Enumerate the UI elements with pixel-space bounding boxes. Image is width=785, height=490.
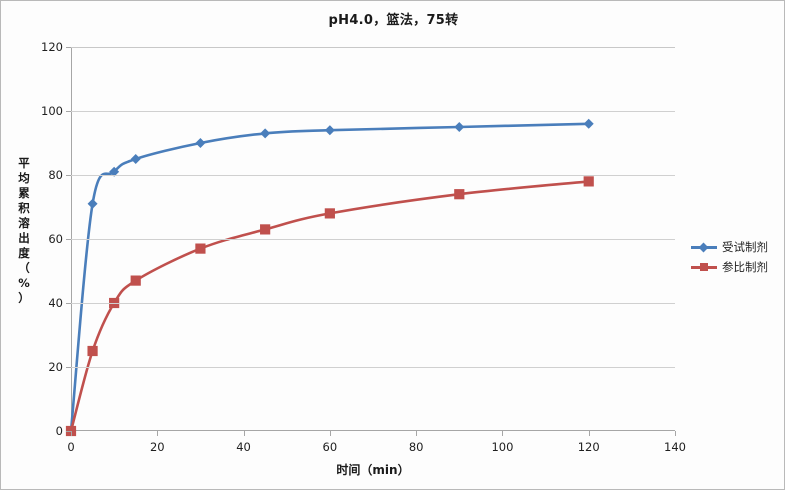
series-line-1 (69, 122, 591, 433)
data-point-marker (324, 125, 335, 136)
x-tick-mark (675, 431, 676, 436)
y-tick-mark (66, 175, 71, 176)
x-tick-mark (243, 431, 245, 436)
data-point-marker (260, 128, 271, 139)
y-axis-title-char: （ (18, 261, 30, 275)
x-tick-label: 120 (577, 440, 600, 454)
y-tick-mark (66, 239, 71, 240)
y-tick-label: 100 (41, 104, 63, 118)
data-point-marker (324, 208, 335, 219)
y-tick-mark (66, 367, 71, 368)
y-tick-label: 40 (48, 296, 63, 310)
gridline-horizontal (71, 303, 675, 304)
y-axis-title-char: ） (18, 291, 30, 305)
data-point-marker (87, 345, 98, 357)
x-tick-label: 80 (408, 440, 424, 454)
data-point-marker (583, 176, 594, 187)
y-tick-mark (66, 303, 71, 304)
data-point-marker (454, 121, 465, 133)
x-tick-mark (71, 431, 72, 436)
x-tick-label: 20 (149, 440, 165, 454)
y-tick-mark (66, 431, 71, 432)
x-tick-label: 40 (236, 440, 251, 454)
x-tick-mark (588, 431, 590, 436)
gridline-horizontal (71, 175, 675, 176)
y-tick-label: 60 (48, 232, 63, 246)
chart-title: pH4.0，篮法，75转 (328, 13, 459, 28)
y-tick-mark (66, 111, 71, 112)
y-axis-title-char: 溶 (18, 216, 30, 230)
data-point-marker (195, 137, 206, 149)
legend-item-2[interactable]: 参比制剂 (691, 257, 781, 277)
x-tick-label: 140 (664, 440, 686, 454)
data-point-marker (109, 297, 120, 309)
y-tick-label: 120 (41, 40, 63, 54)
legend-label: 受试制剂 (722, 240, 768, 254)
x-tick-label: 60 (322, 440, 338, 454)
y-axis-title-char: 积 (18, 201, 30, 215)
x-tick-label: 0 (67, 440, 75, 454)
x-tick-mark (416, 431, 418, 436)
gridline-horizontal (71, 239, 675, 240)
data-point-marker (130, 275, 141, 286)
data-point-marker (583, 118, 594, 129)
y-axis-title-char: 平 (18, 156, 30, 170)
y-axis-title-char: 度 (18, 246, 30, 260)
x-tick-mark (502, 431, 504, 436)
series-line-2 (69, 180, 591, 433)
legend-marker (698, 242, 709, 252)
gridline-horizontal (71, 367, 675, 368)
x-tick-mark (329, 431, 331, 436)
x-axis-title: 时间（min） (336, 463, 410, 477)
chart-legend: 受试制剂 参比制剂 (691, 237, 781, 277)
plot-area (65, 47, 675, 437)
data-point-marker (454, 189, 465, 200)
y-axis-title-char: % (18, 276, 30, 290)
legend-item-1[interactable]: 受试制剂 (691, 237, 781, 257)
y-tick-mark (66, 47, 71, 48)
y-tick-label: 80 (48, 168, 63, 182)
y-tick-label: 0 (55, 424, 63, 438)
x-axis-line (71, 430, 675, 431)
gridline-horizontal (71, 111, 675, 112)
legend-marker-diamond-icon (691, 241, 717, 253)
legend-label: 参比制剂 (722, 260, 768, 274)
gridline-horizontal (71, 47, 675, 48)
y-tick-label: 20 (48, 360, 63, 374)
data-point-marker (195, 243, 206, 254)
data-point-marker (130, 153, 141, 165)
x-tick-label: 100 (491, 440, 514, 454)
legend-marker (700, 263, 708, 271)
data-point-marker (260, 224, 271, 235)
y-axis-title: 平均累积溶出度（%） (15, 156, 33, 306)
data-point-marker (109, 166, 120, 177)
y-axis-title-char: 累 (18, 186, 30, 200)
legend-marker-square-icon (691, 261, 717, 273)
y-axis-title-char: 均 (18, 171, 30, 185)
data-point-marker (87, 198, 98, 209)
x-tick-mark (157, 431, 159, 436)
y-axis-title-char: 出 (18, 231, 30, 245)
